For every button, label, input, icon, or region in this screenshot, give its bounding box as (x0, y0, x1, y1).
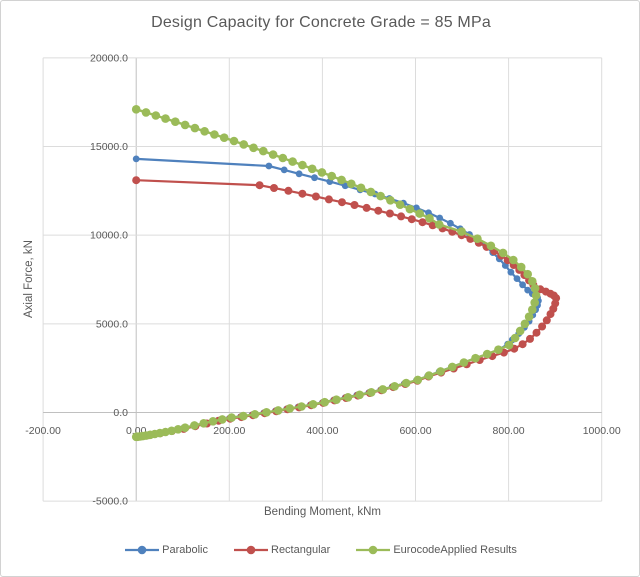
svg-text:0.0: 0.0 (113, 407, 128, 419)
legend: Parabolic Rectangular EurocodeApplied Re… (1, 544, 639, 556)
legend-marker-icon (356, 545, 391, 555)
svg-text:15000.0: 15000.0 (90, 141, 128, 153)
legend-label: EurocodeApplied Results (393, 544, 517, 556)
y-tick-labels: -5000.0 0.0 5000.0 10000.0 15000.0 20000.0 (90, 52, 128, 507)
chart-title: Design Capacity for Concrete Grade = 85 … (151, 14, 491, 31)
legend-marker-icon (125, 545, 160, 555)
x-tick-labels: -200.00 0.00 200.00 400.00 600.00 800.00 1000.… (25, 425, 621, 437)
x-axis-title: Bending Moment, kNm (264, 506, 381, 518)
y-axis-title: Axial Force, kN (23, 240, 35, 318)
svg-text:600.00: 600.00 (399, 425, 431, 437)
svg-text:1000.00: 1000.00 (583, 425, 621, 437)
svg-text:800.00: 800.00 (493, 425, 525, 437)
svg-text:-200.00: -200.00 (25, 425, 61, 437)
legend-item-rectangular: Rectangular (234, 544, 330, 556)
series-eurocodeapplied-results (131, 105, 541, 442)
legend-item-parabolic: Parabolic (125, 544, 208, 556)
legend-marker-icon (234, 545, 268, 555)
svg-text:5000.0: 5000.0 (96, 318, 128, 330)
svg-text:400.00: 400.00 (306, 425, 338, 437)
legend-label: Parabolic (162, 544, 208, 556)
legend-label: Rectangular (271, 544, 331, 556)
legend-item-eurocodeapplied-results: EurocodeApplied Results (356, 544, 517, 556)
gridlines (42, 57, 603, 502)
svg-text:-5000.0: -5000.0 (92, 496, 128, 508)
series-rectangular (132, 176, 561, 442)
svg-text:10000.0: 10000.0 (90, 230, 128, 242)
svg-text:20000.0: 20000.0 (90, 52, 128, 64)
svg-text:200.00: 200.00 (213, 425, 245, 437)
